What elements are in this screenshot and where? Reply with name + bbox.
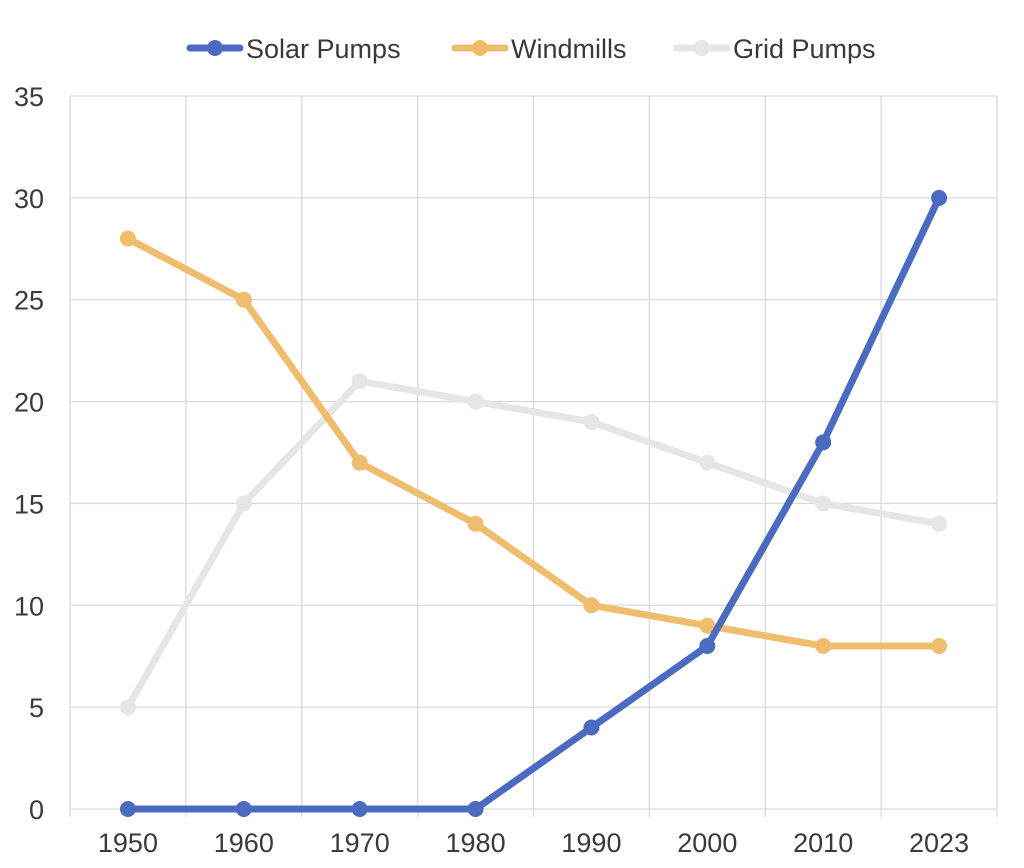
series-line: [124, 194, 943, 813]
data-point: [815, 495, 832, 512]
data-point: [235, 495, 252, 512]
series-line: [124, 235, 943, 650]
legend-marker: [472, 40, 488, 56]
data-point: [583, 413, 600, 430]
series-lines: [119, 189, 948, 817]
legend-label: Grid Pumps: [733, 34, 876, 64]
data-point: [351, 454, 368, 471]
data-point: [931, 638, 948, 655]
x-tick-label: 2000: [677, 828, 737, 858]
data-point: [235, 801, 252, 817]
data-point: [119, 699, 136, 716]
gridlines: [69, 95, 998, 817]
legend-marker: [694, 40, 710, 56]
y-tick-label: 25: [14, 286, 44, 316]
data-point: [931, 515, 948, 532]
y-tick-label: 10: [14, 591, 44, 621]
y-tick-label: 20: [14, 388, 44, 418]
data-point: [119, 801, 136, 817]
data-point: [351, 373, 368, 390]
data-point: [815, 434, 832, 451]
data-point: [351, 801, 368, 817]
legend-label: Windmills: [511, 34, 627, 64]
x-tick-label: 1960: [214, 828, 274, 858]
data-point: [583, 597, 600, 614]
axes: 0 5 10 15 20 25 30 35 1950 1960 1970 1980 1990 2000 20…: [14, 82, 969, 858]
y-tick-label: 15: [14, 489, 44, 519]
legend-label: Solar Pumps: [246, 34, 401, 64]
series-line: [124, 377, 943, 711]
data-point: [235, 291, 252, 308]
x-tick-label: 1990: [561, 828, 621, 858]
data-point: [699, 454, 716, 471]
data-point: [583, 719, 600, 736]
data-point: [467, 801, 484, 817]
data-point: [699, 617, 716, 634]
x-tick-label: 2010: [793, 828, 853, 858]
data-point: [931, 189, 948, 206]
x-tick-label: 1980: [446, 828, 506, 858]
data-point: [699, 638, 716, 655]
y-tick-label: 35: [14, 82, 44, 112]
x-tick-label: 2023: [909, 828, 969, 858]
data-point: [467, 515, 484, 532]
y-tick-label: 30: [14, 184, 44, 214]
data-point: [467, 393, 484, 410]
legend-marker: [207, 40, 223, 56]
legend: Solar Pumps Windmills Grid Pumps: [186, 34, 876, 64]
x-tick-label: 1950: [98, 828, 158, 858]
data-point: [119, 230, 136, 247]
data-point: [815, 638, 832, 655]
y-tick-label: 0: [29, 795, 44, 825]
x-tick-label: 1970: [330, 828, 390, 858]
y-tick-label: 5: [29, 693, 44, 723]
